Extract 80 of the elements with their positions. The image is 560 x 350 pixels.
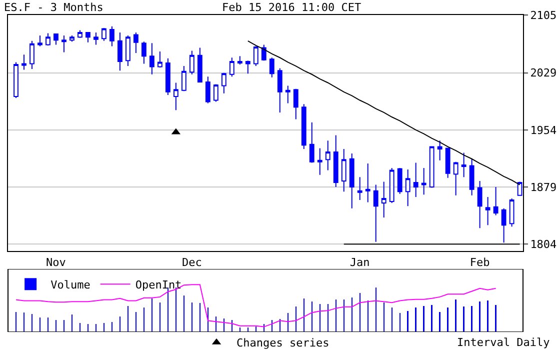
candlestick [373,184,378,242]
candlestick [46,32,50,46]
candlestick [405,169,410,207]
candlestick [333,134,338,188]
candlestick [501,208,506,244]
candlestick [357,176,362,200]
candlestick [149,42,154,75]
candlestick [349,153,354,209]
candlestick [22,54,26,70]
candlestick [285,85,290,104]
candlestick [517,181,522,196]
candlestick [133,32,138,54]
candlestick [437,140,442,161]
candlestick [181,66,186,92]
chart-title: ES.F - 3 Months [4,1,104,14]
candlestick [325,140,330,171]
candlestick [469,158,474,196]
candlestick [118,32,122,72]
x-tick-label: Jan [350,256,370,270]
legend-label: OpenInt [135,278,182,292]
candlestick [477,180,482,229]
line-series [247,40,520,186]
candlestick [62,35,66,53]
candlestick [245,60,250,74]
legend-label: Volume [50,278,90,292]
candlestick [110,26,114,47]
candlestick [397,168,402,194]
candlestick [381,181,386,218]
candlestick [30,40,34,70]
candlestick [70,35,74,42]
x-tick-label: Dec [182,256,202,270]
candlestick [189,50,194,75]
legend-label: Changes series [236,336,330,350]
y-tick-label: 1954 [530,124,558,137]
candlestick [277,68,282,113]
candlestick [229,57,234,78]
y-tick-label: 2105 [530,8,557,22]
candlestick [78,30,82,38]
candlestick [509,198,514,228]
y-tick-label: 1804 [530,238,558,251]
candlestick [165,58,170,96]
candlestick [14,62,18,98]
candlestick [261,44,266,62]
candlestick [445,148,450,178]
candlestick [221,72,226,94]
candlestick [86,32,90,43]
candlestick [493,186,498,216]
candlestick [237,56,242,65]
y-tick-label: 1879 [530,180,557,194]
candlestick [54,34,58,46]
candlestick [301,104,306,150]
candlestick [293,88,298,120]
candlestick [213,84,218,102]
candlestick [173,82,178,111]
candlestick [389,168,394,204]
y-tick-label: 2029 [530,66,557,80]
candlestick [125,35,130,67]
text: Interval Daily [457,336,550,349]
candlestick [94,32,98,46]
candlestick [413,162,418,198]
candlestick [269,57,274,78]
candlestick [157,51,162,68]
candlestick [421,168,426,196]
candlestick [317,148,322,176]
candlestick [253,46,258,67]
chart-subtitle: Feb 15 2016 11:00 CET [222,1,362,14]
candlestick [141,41,146,64]
candlestick [309,122,314,164]
candlestick [197,47,202,82]
candlestick [341,148,346,192]
candlestick [205,76,210,104]
candlestick [485,196,490,226]
x-tick-label: Feb [470,256,490,270]
candlestick [102,27,106,42]
candlestick [461,152,466,178]
candlestick [38,35,42,47]
candlestick [453,161,458,196]
candlestick [365,162,370,203]
candlestick [429,146,434,188]
x-tick-label: Nov [46,256,66,270]
